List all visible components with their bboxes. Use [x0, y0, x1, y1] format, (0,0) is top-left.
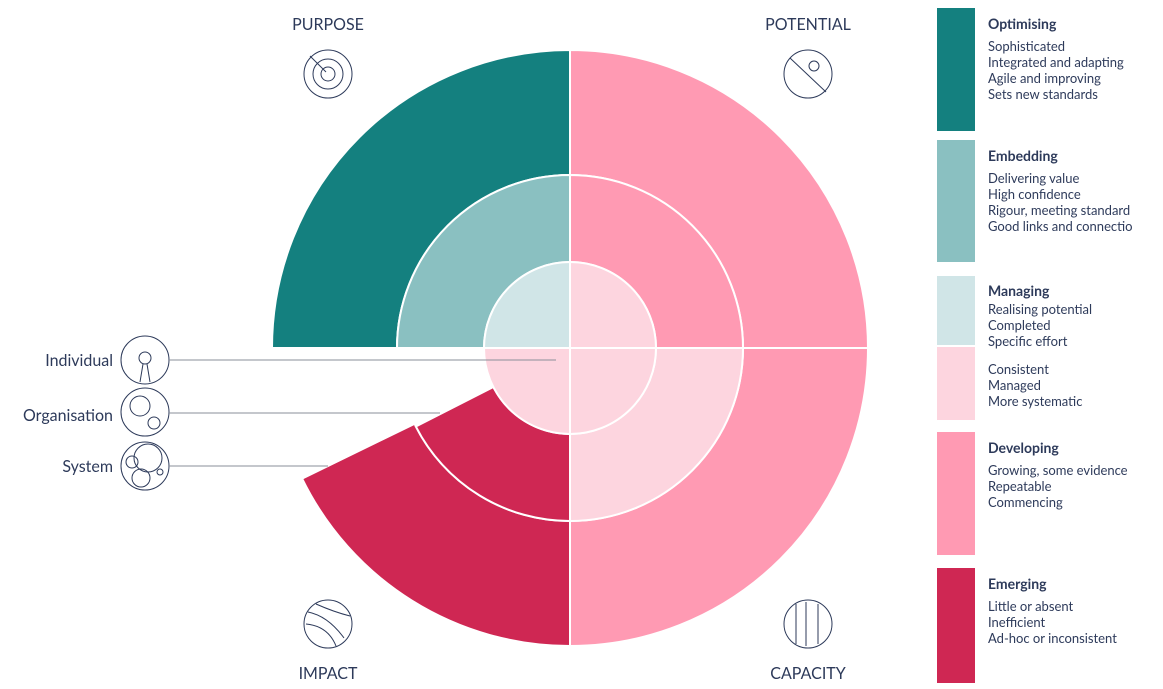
legend-line: More systematic: [988, 393, 1082, 409]
quadrant-label: IMPACT: [299, 664, 358, 683]
legend-swatch: [937, 276, 975, 345]
legend-line: Sophisticated: [988, 38, 1065, 54]
legend-line: Sets new standards: [988, 86, 1098, 102]
legend-line: Managed: [988, 377, 1041, 393]
level-label: Individual: [45, 351, 113, 370]
legend-title: Embedding: [988, 147, 1058, 164]
legend-title: Developing: [988, 439, 1059, 456]
legend-line: Completed: [988, 317, 1051, 333]
quadrant-label: POTENTIAL: [765, 15, 851, 34]
legend-swatch: [937, 568, 975, 683]
segment: [569, 347, 658, 436]
legend-swatch: [937, 432, 975, 555]
legend-line: Delivering value: [988, 170, 1079, 186]
legend-swatch: [937, 140, 975, 262]
legend-line: Commencing: [988, 494, 1063, 510]
legend-line: Little or absent: [988, 598, 1073, 614]
legend-line: Good links and connectio: [988, 218, 1133, 234]
legend-line: Integrated and adapting: [988, 54, 1124, 70]
icons: [120, 49, 833, 649]
rings: [270, 48, 870, 648]
legend-line: Consistent: [988, 361, 1049, 377]
legend-line: High confidence: [988, 186, 1081, 202]
quadrant-label: CAPACITY: [770, 664, 845, 683]
legend-line: Agile and improving: [988, 70, 1101, 86]
legend-line: Inefficient: [988, 614, 1045, 630]
legend-line: Rigour, meeting standard: [988, 202, 1130, 218]
quadrant-label: PURPOSE: [292, 15, 364, 34]
level-label: System: [62, 457, 113, 476]
legend-title: Optimising: [988, 15, 1057, 32]
legend-line: Repeatable: [988, 478, 1052, 494]
legend-line: Realising potential: [988, 301, 1092, 317]
segment: [569, 260, 658, 349]
legend-title: Emerging: [988, 575, 1047, 592]
legend-line: Specific effort: [988, 333, 1068, 349]
legend-swatch: [937, 8, 975, 131]
legend-swatch: [937, 347, 975, 420]
segment: [482, 260, 571, 349]
segment: [482, 347, 571, 436]
legend-title: Managing: [988, 282, 1050, 299]
legend-line: Growing, some evidence: [988, 462, 1128, 478]
level-lines: [169, 359, 556, 467]
legend-line: Ad-hoc or inconsistent: [988, 630, 1117, 646]
level-label: Organisation: [23, 406, 113, 425]
